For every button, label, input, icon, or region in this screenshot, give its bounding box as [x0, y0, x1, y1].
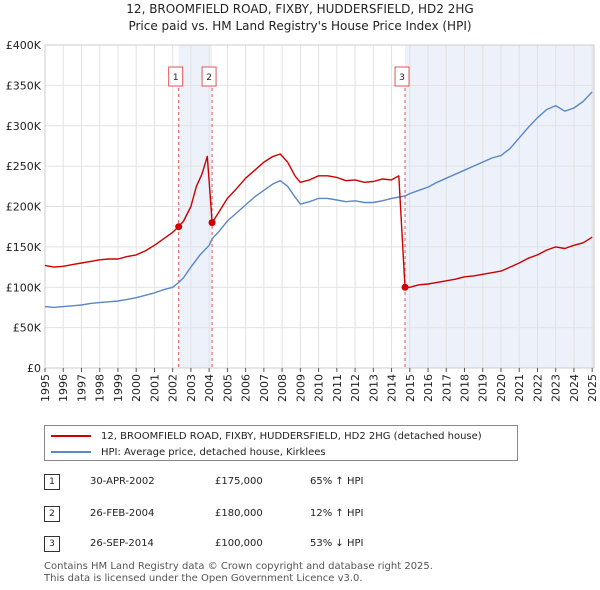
series-line-hpi: [44, 91, 593, 309]
x-tick-label: 2001: [148, 374, 161, 402]
x-tick-label: 2022: [531, 374, 544, 402]
sale-point: [175, 223, 183, 231]
sale-hpi-diff: 12% ↑ HPI: [310, 508, 364, 519]
sale-point: [208, 219, 216, 227]
y-axis-ticks: £0 £50K £100K £150K £200K £250K £300K £350K £400…: [6, 39, 42, 375]
y-tick-label: £150K: [6, 241, 42, 254]
x-tick-label: 1999: [112, 374, 125, 402]
sale-price: £100,000: [215, 538, 263, 549]
x-axis-ticks: 1995 1996 1997 1998 1999 2000 2001 2002 2003 2004…: [39, 368, 599, 402]
sale-price: £175,000: [215, 476, 263, 487]
sale-marker-box: [168, 66, 184, 87]
sale-marker-box: [201, 66, 217, 87]
y-tick-label: £100K: [6, 281, 42, 294]
chart-subtitle: Price paid vs. HM Land Registry's House …: [128, 19, 471, 33]
x-tick-label: 2011: [331, 374, 344, 402]
sale-row: 2 26-FEB-2004 £180,000 12% ↑ HPI: [44, 506, 444, 524]
legend-label-hpi: HPI: Average price, detached house, Kirk…: [101, 446, 326, 458]
x-tick-label: 2007: [258, 374, 271, 402]
sale-date: 30-APR-2002: [90, 476, 155, 487]
legend-label-property: 12, BROOMFIELD ROAD, FIXBY, HUDDERSFIELD…: [101, 430, 482, 442]
sale-marker-label: 2: [206, 73, 212, 83]
x-tick-label: 2018: [459, 374, 472, 402]
footer-line-licence: This data is licensed under the Open Gov…: [44, 573, 363, 584]
x-tick-label: 2016: [422, 374, 435, 402]
y-tick-label: £250K: [6, 160, 42, 173]
sale-marker-lines: [178, 88, 406, 368]
x-tick-label: 2023: [550, 374, 563, 402]
y-tick-label: £350K: [6, 79, 42, 92]
x-tick-label: 2006: [240, 374, 253, 402]
y-tick-label: £0: [27, 362, 41, 375]
sale-row: 1 30-APR-2002 £175,000 65% ↑ HPI: [44, 474, 444, 492]
series-lines: [44, 91, 593, 309]
sale-hpi-diff: 65% ↑ HPI: [310, 476, 364, 487]
sale-marker-label: 3: [399, 73, 405, 83]
y-tick-label: £50K: [13, 322, 42, 335]
grid-lines: [44, 44, 595, 369]
legend-item-hpi: HPI: Average price, detached house, Kirk…: [51, 444, 326, 460]
plot-frame: [44, 44, 595, 369]
x-tick-label: 2004: [203, 374, 216, 402]
x-tick-label: 2013: [367, 374, 380, 402]
sale-marker-label: 1: [173, 73, 179, 83]
sale-price: £180,000: [215, 508, 263, 519]
x-tick-label: 1996: [57, 374, 70, 402]
sale-marker-box: [394, 66, 410, 87]
x-tick-label: 2003: [185, 374, 198, 402]
x-tick-label: 2009: [294, 374, 307, 402]
series-line-property: [44, 153, 593, 288]
legend-swatch-property: [51, 435, 91, 437]
x-tick-label: 1998: [94, 374, 107, 402]
sale-date: 26-SEP-2014: [90, 538, 154, 549]
x-tick-label: 2012: [349, 374, 362, 402]
x-tick-label: 2017: [440, 374, 453, 402]
sale-marker-boxes: 1 2 3: [168, 66, 410, 87]
x-tick-label: 2005: [221, 374, 234, 402]
chart-title: 12, BROOMFIELD ROAD, FIXBY, HUDDERSFIELD…: [126, 2, 473, 16]
sale-hpi-diff: 53% ↓ HPI: [310, 538, 364, 549]
x-tick-label: 2025: [586, 374, 599, 402]
x-tick-label: 2010: [313, 374, 326, 402]
x-tick-label: 2019: [477, 374, 490, 402]
x-tick-label: 2014: [386, 374, 399, 402]
legend-swatch-hpi: [51, 451, 91, 453]
sale-point: [401, 283, 409, 291]
footer-attribution: Contains HM Land Registry data © Crown c…: [44, 561, 433, 585]
y-tick-label: £400K: [6, 39, 42, 52]
x-tick-label: 1997: [75, 374, 88, 402]
sale-number-badge: 3: [44, 536, 60, 552]
sale-number-badge: 2: [44, 506, 60, 522]
sale-row: 3 26-SEP-2014 £100,000 53% ↓ HPI: [44, 536, 444, 554]
x-tick-label: 2002: [167, 374, 180, 402]
y-tick-label: £200K: [6, 201, 42, 214]
y-tick-label: £300K: [6, 120, 42, 133]
x-tick-label: 2020: [495, 374, 508, 402]
x-tick-label: 1995: [39, 374, 52, 402]
legend: 12, BROOMFIELD ROAD, FIXBY, HUDDERSFIELD…: [44, 425, 518, 461]
footer-line-copyright: Contains HM Land Registry data © Crown c…: [44, 561, 433, 572]
x-tick-label: 2015: [404, 374, 417, 402]
sale-points: [175, 219, 409, 291]
sale-number-badge: 1: [44, 474, 60, 490]
x-tick-label: 2000: [130, 374, 143, 402]
x-tick-label: 2021: [513, 374, 526, 402]
x-tick-label: 2008: [276, 374, 289, 402]
legend-item-property: 12, BROOMFIELD ROAD, FIXBY, HUDDERSFIELD…: [51, 428, 482, 444]
chart-area: 12, BROOMFIELD ROAD, FIXBY, HUDDERSFIELD…: [6, 2, 599, 402]
x-tick-label: 2024: [568, 374, 581, 402]
sale-date: 26-FEB-2004: [90, 508, 155, 519]
